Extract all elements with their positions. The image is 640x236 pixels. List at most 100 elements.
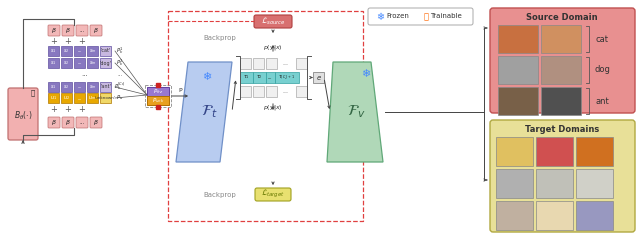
Text: $p(y|x)$: $p(y|x)$ [263, 102, 283, 111]
Bar [147, 87, 169, 96]
Bar [253, 72, 266, 83]
Text: 'dog': 'dog' [99, 60, 111, 66]
Text: $\beta$: $\beta$ [93, 26, 99, 35]
Text: $\beta$: $\beta$ [51, 118, 57, 127]
Text: 'unknown': 'unknown' [95, 96, 116, 100]
FancyBboxPatch shape [368, 8, 473, 25]
Bar [87, 93, 98, 103]
Bar [498, 25, 538, 53]
Polygon shape [327, 62, 383, 162]
Text: ❄: ❄ [376, 12, 384, 21]
FancyBboxPatch shape [76, 117, 88, 128]
Bar [266, 72, 275, 83]
Text: $B_{\theta}(\cdot)$: $B_{\theta}(\cdot)$ [13, 110, 32, 122]
Bar [240, 72, 253, 83]
Bar [576, 201, 613, 230]
Text: $P_k^{|C_s|}$: $P_k^{|C_s|}$ [114, 81, 126, 93]
Text: ...: ... [282, 89, 288, 94]
Text: ...: ... [79, 28, 84, 33]
Text: +: + [51, 105, 58, 114]
Text: dog: dog [594, 66, 610, 75]
Text: +: + [65, 37, 72, 46]
Text: Source Domain: Source Domain [526, 13, 598, 21]
Text: $\tau_1$: $\tau_1$ [243, 74, 250, 81]
Text: ❄: ❄ [202, 72, 212, 82]
Bar [313, 72, 324, 83]
Text: 🔥: 🔥 [424, 12, 429, 21]
Bar [240, 58, 251, 69]
Text: ...: ... [77, 96, 82, 101]
Text: 'ant': 'ant' [100, 84, 111, 89]
Text: Backprop: Backprop [204, 35, 236, 41]
Text: $\tau_2$: $\tau_2$ [255, 74, 262, 81]
FancyBboxPatch shape [62, 25, 74, 36]
Text: ❄: ❄ [362, 69, 371, 79]
Text: ...: ... [77, 60, 82, 66]
Polygon shape [176, 62, 232, 162]
Text: $p(y|x)$: $p(y|x)$ [263, 43, 283, 52]
Text: $\mathcal{F}_t$: $\mathcal{F}_t$ [201, 104, 218, 120]
Text: $u_m$: $u_m$ [88, 94, 97, 102]
Text: $P_k^2$: $P_k^2$ [116, 58, 124, 68]
Bar [541, 87, 581, 115]
Bar [240, 86, 251, 97]
Bar [296, 86, 307, 97]
Text: ...: ... [268, 75, 272, 80]
Text: Backprop: Backprop [204, 192, 236, 198]
Text: e: e [316, 75, 321, 80]
FancyBboxPatch shape [490, 8, 635, 113]
Bar [74, 58, 85, 68]
FancyBboxPatch shape [254, 15, 292, 28]
Text: $s_1$: $s_1$ [51, 83, 57, 91]
Bar [74, 93, 85, 103]
Text: cat: cat [595, 34, 609, 43]
Bar [496, 169, 533, 198]
Bar [87, 46, 98, 56]
Text: $s_m$: $s_m$ [89, 59, 96, 67]
FancyBboxPatch shape [48, 25, 60, 36]
Bar [100, 82, 111, 92]
Bar [536, 169, 573, 198]
Bar [87, 82, 98, 92]
Bar [145, 85, 171, 107]
Text: ...: ... [79, 120, 84, 125]
Bar [87, 58, 98, 68]
Text: 'cat': 'cat' [100, 49, 111, 54]
Text: ...: ... [77, 84, 82, 89]
Bar [61, 82, 72, 92]
Text: ...: ... [117, 72, 123, 76]
Text: $s_2$: $s_2$ [63, 83, 70, 91]
Bar [48, 46, 59, 56]
Bar [498, 87, 538, 115]
Text: +: + [51, 37, 58, 46]
Text: $s_1$: $s_1$ [51, 47, 57, 55]
Bar [61, 58, 72, 68]
Bar [74, 46, 85, 56]
Bar [576, 169, 613, 198]
Text: P: P [178, 88, 182, 93]
Bar [48, 58, 59, 68]
Text: Frozen: Frozen [387, 13, 410, 20]
FancyBboxPatch shape [62, 117, 74, 128]
Text: $\mathcal{F}_v$: $\mathcal{F}_v$ [347, 104, 365, 120]
Text: $\mathcal{L}_{source}$: $\mathcal{L}_{source}$ [260, 15, 285, 27]
Text: $\beta$: $\beta$ [93, 118, 99, 127]
Text: +: + [79, 105, 85, 114]
Text: $P_{unk}$: $P_{unk}$ [152, 96, 164, 105]
Text: ant: ant [595, 97, 609, 105]
Text: $s_2$: $s_2$ [63, 59, 70, 67]
Bar [536, 201, 573, 230]
Bar [541, 56, 581, 84]
FancyBboxPatch shape [76, 25, 88, 36]
FancyBboxPatch shape [90, 117, 102, 128]
Text: $s_m$: $s_m$ [89, 47, 96, 55]
Text: $\mathcal{L}_{target}$: $\mathcal{L}_{target}$ [261, 188, 285, 200]
Text: $P_u$: $P_u$ [116, 93, 124, 102]
Text: 🔥: 🔥 [31, 90, 35, 96]
Bar [576, 137, 613, 166]
FancyBboxPatch shape [90, 25, 102, 36]
Bar [168, 11, 363, 221]
Bar [100, 58, 111, 68]
Bar [253, 58, 264, 69]
FancyBboxPatch shape [48, 117, 60, 128]
